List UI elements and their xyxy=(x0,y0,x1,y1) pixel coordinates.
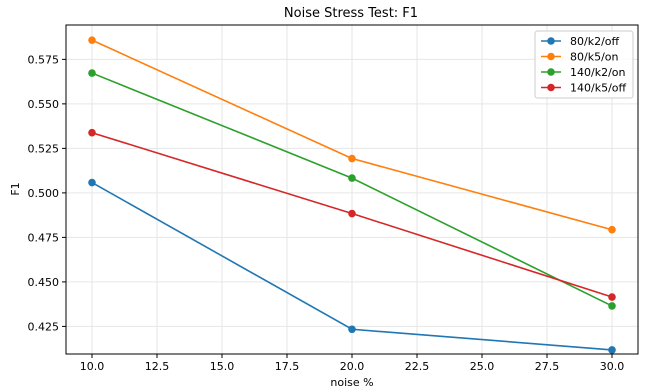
x-tick-label: 20.0 xyxy=(340,360,365,373)
x-tick-label: 25.0 xyxy=(470,360,495,373)
y-tick-label: 0.500 xyxy=(28,187,60,200)
x-axis-label: noise % xyxy=(330,376,373,389)
data-point xyxy=(348,174,356,182)
legend-item: 140/k5/off xyxy=(541,82,627,95)
data-point xyxy=(608,293,616,301)
data-point xyxy=(88,36,96,44)
series-80-k5-on xyxy=(88,36,616,234)
legend-swatch-marker xyxy=(547,52,555,61)
y-tick-label: 0.525 xyxy=(28,142,60,155)
data-point xyxy=(608,225,616,234)
y-tick-label: 0.450 xyxy=(28,276,60,289)
legend-swatch-marker xyxy=(547,68,555,76)
x-tick-label: 27.5 xyxy=(535,360,560,373)
chart-title: Noise Stress Test: F1 xyxy=(284,6,418,21)
legend-swatch-marker xyxy=(547,37,555,45)
series-140-k5-off xyxy=(88,128,616,301)
x-tick-label: 12.5 xyxy=(145,360,170,373)
y-axis-ticks: 0.425 0.450 0.475 0.500 0.525 0.550 0.575 xyxy=(28,53,66,333)
x-tick-label: 15.0 xyxy=(210,360,235,373)
y-axis-label: F1 xyxy=(9,182,22,195)
y-tick-label: 0.475 xyxy=(28,231,60,244)
data-point xyxy=(88,69,96,77)
legend-item: 80/k5/on xyxy=(541,51,619,64)
x-tick-label: 22.5 xyxy=(405,360,430,373)
legend-box xyxy=(534,30,634,99)
data-point xyxy=(348,209,356,218)
x-tick-label: 10.0 xyxy=(80,360,105,373)
series-140-k2-on xyxy=(88,69,616,310)
data-point xyxy=(608,346,616,354)
x-tick-label: 17.5 xyxy=(275,360,300,373)
data-point xyxy=(88,178,96,187)
legend-label: 80/k5/on xyxy=(570,51,619,64)
legend-item: 140/k2/on xyxy=(541,66,626,79)
legend-swatch-marker xyxy=(547,83,555,92)
data-point xyxy=(608,302,616,310)
x-axis-ticks: 10.0 12.5 15.0 17.5 20.0 22.5 25.0 27.5 30.0 xyxy=(80,354,625,373)
data-point xyxy=(348,325,356,334)
legend-label: 80/k2/off xyxy=(570,35,620,48)
legend: 80/k2/off 80/k5/on 140/k2/on 140/k5/off xyxy=(534,30,634,99)
legend-label: 140/k5/off xyxy=(570,82,627,95)
y-tick-label: 0.575 xyxy=(28,53,60,66)
data-point xyxy=(348,154,356,163)
x-tick-label: 30.0 xyxy=(600,360,625,373)
legend-item: 80/k2/off xyxy=(541,35,620,48)
series-layer xyxy=(88,36,616,354)
series-80-k2-off xyxy=(88,178,616,354)
y-tick-label: 0.550 xyxy=(28,98,60,111)
data-point xyxy=(88,128,96,137)
y-tick-label: 0.425 xyxy=(28,320,60,333)
legend-label: 140/k2/on xyxy=(570,66,626,79)
